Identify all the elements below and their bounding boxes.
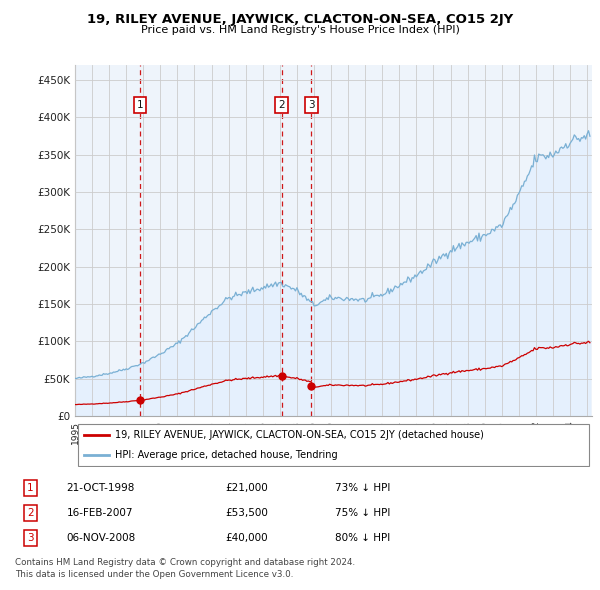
Text: Contains HM Land Registry data © Crown copyright and database right 2024.: Contains HM Land Registry data © Crown c… <box>15 558 355 566</box>
Text: 19, RILEY AVENUE, JAYWICK, CLACTON-ON-SEA, CO15 2JY (detached house): 19, RILEY AVENUE, JAYWICK, CLACTON-ON-SE… <box>115 430 484 440</box>
Text: 1: 1 <box>137 100 143 110</box>
Text: Price paid vs. HM Land Registry's House Price Index (HPI): Price paid vs. HM Land Registry's House … <box>140 25 460 35</box>
Text: 73% ↓ HPI: 73% ↓ HPI <box>335 483 390 493</box>
Text: 16-FEB-2007: 16-FEB-2007 <box>67 508 133 517</box>
Text: 19, RILEY AVENUE, JAYWICK, CLACTON-ON-SEA, CO15 2JY: 19, RILEY AVENUE, JAYWICK, CLACTON-ON-SE… <box>87 13 513 26</box>
Text: 06-NOV-2008: 06-NOV-2008 <box>67 533 136 543</box>
Text: 2: 2 <box>278 100 285 110</box>
Text: 3: 3 <box>27 533 34 543</box>
Text: HPI: Average price, detached house, Tendring: HPI: Average price, detached house, Tend… <box>115 450 338 460</box>
FancyBboxPatch shape <box>77 424 589 466</box>
Text: £53,500: £53,500 <box>225 508 268 517</box>
Text: £21,000: £21,000 <box>225 483 268 493</box>
Text: 80% ↓ HPI: 80% ↓ HPI <box>335 533 390 543</box>
Text: 1: 1 <box>27 483 34 493</box>
Text: This data is licensed under the Open Government Licence v3.0.: This data is licensed under the Open Gov… <box>15 570 293 579</box>
Text: 21-OCT-1998: 21-OCT-1998 <box>67 483 135 493</box>
Text: 3: 3 <box>308 100 315 110</box>
Text: 2: 2 <box>27 508 34 517</box>
Text: £40,000: £40,000 <box>225 533 268 543</box>
Text: 75% ↓ HPI: 75% ↓ HPI <box>335 508 390 517</box>
